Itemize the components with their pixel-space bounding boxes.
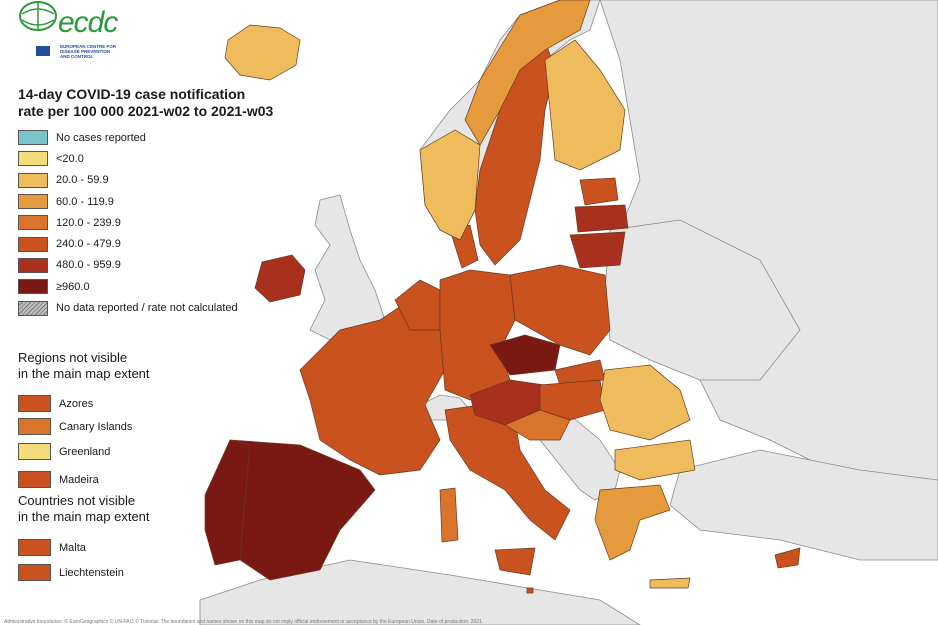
legend-item: No data reported / rate not calculated: [18, 297, 308, 318]
legend-label: <20.0: [56, 152, 84, 165]
legend-label: 480.0 - 959.9: [56, 259, 121, 272]
legend-swatch: [18, 172, 48, 188]
region-swatch: [18, 471, 51, 488]
legend-item: 120.0 - 239.9: [18, 212, 308, 233]
latvia: [574, 204, 629, 233]
legend-swatch: [18, 130, 48, 146]
greece: [594, 484, 671, 561]
region-item-madeira: Madeira: [18, 471, 99, 488]
lithuania: [569, 231, 626, 269]
ecdc-subtitle: EUROPEAN CENTRE FOR DISEASE PREVENTION A…: [60, 44, 130, 59]
croatia: [504, 409, 571, 441]
footer-attribution: Administrative boundaries: © EuroGeograp…: [4, 619, 484, 625]
countries-title-line-2: in the main map extent: [18, 509, 150, 524]
legend-title-line-1: 14-day COVID-19 case notification: [18, 86, 246, 102]
france: [299, 299, 446, 476]
legend-item: 20.0 - 59.9: [18, 170, 308, 191]
hungary: [539, 379, 606, 421]
region-swatch: [18, 395, 51, 412]
region-item-canary-islands: Canary Islands: [18, 418, 132, 435]
norway-north: [464, 0, 591, 146]
ecdc-subtitle-line-3: AND CONTROL: [60, 54, 94, 59]
legend-swatch: [18, 279, 48, 295]
legend-title: 14-day COVID-19 case notification rate p…: [18, 86, 308, 120]
bulgaria: [614, 439, 696, 481]
region-label: Madeira: [59, 473, 99, 486]
malta-dot: [526, 587, 534, 594]
legend-swatch: [18, 215, 48, 231]
legend-label: No cases reported: [56, 131, 146, 144]
cyprus: [774, 547, 801, 569]
legend-swatch: [18, 151, 48, 167]
spain: [229, 439, 376, 581]
region-swatch: [18, 443, 51, 460]
globe-icon: [19, 1, 57, 31]
legend-title-line-2: rate per 100 000 2021-w02 to 2021-w03: [18, 103, 274, 119]
region-item-azores: Azores: [18, 395, 93, 412]
legend-label: 120.0 - 239.9: [56, 216, 121, 229]
region-label: Greenland: [59, 445, 111, 458]
ireland: [254, 254, 306, 303]
region-label: Azores: [59, 397, 94, 410]
region-swatch: [18, 418, 51, 435]
romania: [599, 364, 691, 441]
legend-item: ≥960.0: [18, 276, 308, 297]
ecdc-subtitle-line-2: DISEASE PREVENTION: [60, 49, 111, 54]
legend-swatch: [18, 236, 48, 252]
countries-section-title: Countries not visible in the main map ex…: [18, 493, 150, 525]
legend-item: 60.0 - 119.9: [18, 191, 308, 212]
estonia: [579, 177, 619, 206]
poland: [509, 264, 611, 356]
czechia: [489, 334, 561, 376]
country-label: Liechtenstein: [59, 566, 124, 579]
eu-flag-icon: [36, 46, 50, 56]
sardinia: [439, 487, 459, 543]
legend-label: 60.0 - 119.9: [56, 195, 114, 208]
region-label: Canary Islands: [59, 420, 133, 433]
regions-section-title: Regions not visible in the main map exte…: [18, 350, 150, 382]
legend-swatch: [18, 300, 48, 316]
regions-title-line-1: Regions not visible: [18, 350, 128, 365]
legend-label: 240.0 - 479.9: [56, 238, 121, 251]
germany: [439, 269, 516, 401]
legend: 14-day COVID-19 case notification rate p…: [18, 86, 308, 319]
crete: [649, 577, 691, 589]
iceland: [224, 24, 301, 81]
sicily: [494, 547, 536, 576]
legend-item: <20.0: [18, 148, 308, 169]
countries-title-line-1: Countries not visible: [18, 493, 136, 508]
finland: [544, 39, 626, 171]
legend-swatch: [18, 257, 48, 273]
norway-south: [419, 129, 481, 241]
legend-item: 480.0 - 959.9: [18, 255, 308, 276]
legend-swatch: [18, 194, 48, 210]
ecdc-wordmark: ecdc: [58, 6, 118, 39]
country-swatch: [18, 539, 51, 556]
country-label: Malta: [59, 541, 86, 554]
ecdc-logo: ecdc EUROPEAN CENTRE FOR DISEASE PREVENT…: [18, 0, 128, 66]
region-item-greenland: Greenland: [18, 443, 110, 460]
legend-label: ≥960.0: [56, 280, 90, 293]
country-item-liechtenstein: Liechtenstein: [18, 564, 124, 581]
regions-title-line-2: in the main map extent: [18, 366, 150, 381]
legend-items: No cases reported <20.0 20.0 - 59.9 60.0…: [18, 127, 308, 319]
legend-label: 20.0 - 59.9: [56, 174, 109, 187]
country-item-malta: Malta: [18, 539, 86, 556]
legend-label: No data reported / rate not calculated: [56, 302, 238, 315]
turkey: [669, 449, 938, 561]
country-swatch: [18, 564, 51, 581]
legend-item: 240.0 - 479.9: [18, 233, 308, 254]
legend-item: No cases reported: [18, 127, 308, 148]
ecdc-subtitle-line-1: EUROPEAN CENTRE FOR: [60, 44, 117, 49]
